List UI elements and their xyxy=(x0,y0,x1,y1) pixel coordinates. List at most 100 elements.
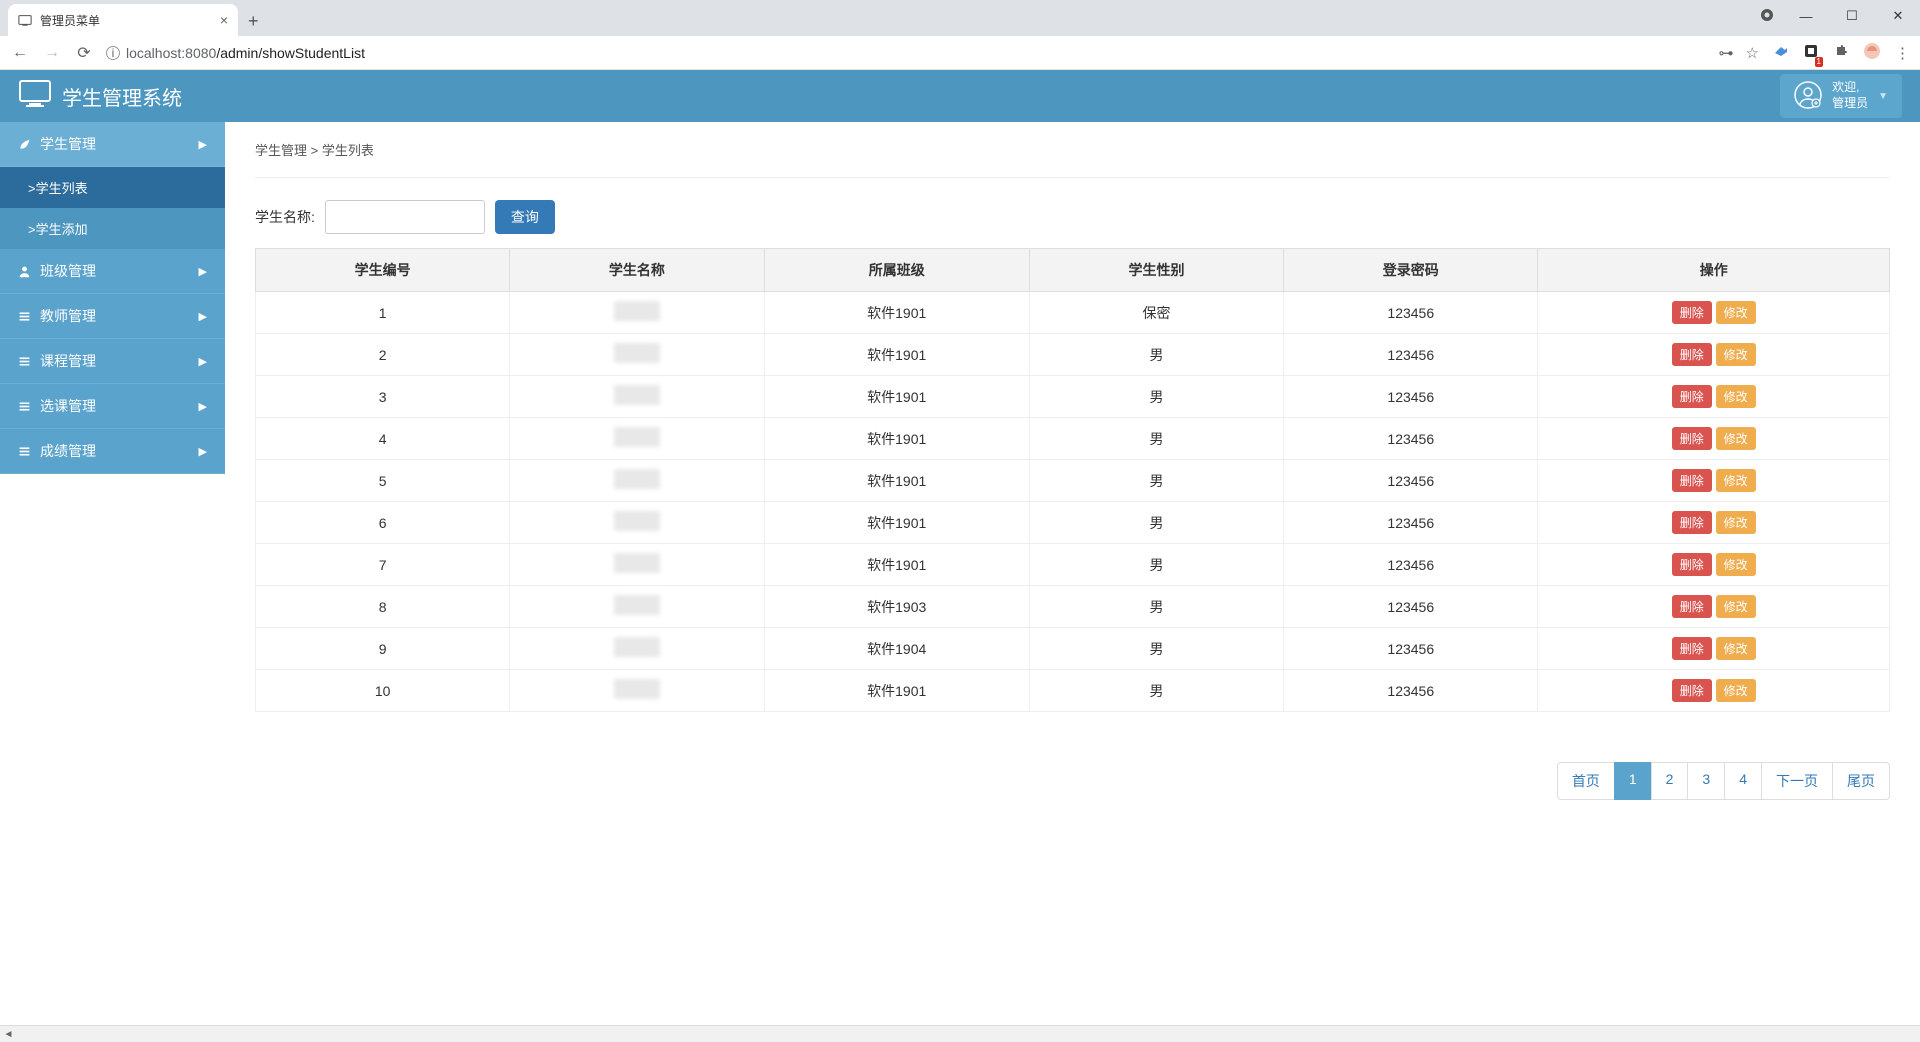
edit-button[interactable]: 修改 xyxy=(1716,343,1756,366)
address-bar[interactable]: i localhost:8080/admin/showStudentList xyxy=(106,45,1707,61)
search-button[interactable]: 查询 xyxy=(495,200,555,234)
tab-close-icon[interactable]: × xyxy=(220,12,228,28)
cell-id: 3 xyxy=(256,376,510,418)
cell-gender: 男 xyxy=(1029,670,1283,712)
chevron-right-icon: ▶ xyxy=(199,265,207,278)
cell-name xyxy=(510,628,764,670)
app-title: 学生管理系统 xyxy=(62,82,182,111)
saved-password-icon[interactable]: ⊶ xyxy=(1719,44,1732,62)
extension-bird-icon[interactable] xyxy=(1773,43,1789,63)
table-row: 5软件1901男123456删除 修改 xyxy=(256,460,1890,502)
page-next[interactable]: 下一页 xyxy=(1761,762,1833,800)
cell-gender: 保密 xyxy=(1029,292,1283,334)
edit-button[interactable]: 修改 xyxy=(1716,427,1756,450)
app-header: 学生管理系统 欢迎, 管理员 ▼ xyxy=(0,70,1920,122)
delete-button[interactable]: 删除 xyxy=(1672,679,1712,702)
user-menu-caret-icon: ▼ xyxy=(1878,91,1888,102)
extension-notif-icon[interactable]: 1 xyxy=(1803,43,1819,63)
table-row: 4软件1901男123456删除 修改 xyxy=(256,418,1890,460)
user-menu[interactable]: 欢迎, 管理员 ▼ xyxy=(1780,74,1902,117)
edit-button[interactable]: 修改 xyxy=(1716,553,1756,576)
site-info-icon[interactable]: i xyxy=(106,46,120,60)
cell-actions: 删除 修改 xyxy=(1538,628,1890,670)
bookmark-star-icon[interactable]: ☆ xyxy=(1746,44,1759,62)
delete-button[interactable]: 删除 xyxy=(1672,343,1712,366)
edit-button[interactable]: 修改 xyxy=(1716,385,1756,408)
sidebar-item[interactable]: 教师管理▶ xyxy=(0,294,225,339)
delete-button[interactable]: 删除 xyxy=(1672,637,1712,660)
page-last[interactable]: 尾页 xyxy=(1832,762,1890,800)
cell-gender: 男 xyxy=(1029,544,1283,586)
extensions-puzzle-icon[interactable] xyxy=(1833,43,1849,63)
edit-button[interactable]: 修改 xyxy=(1716,637,1756,660)
cell-password: 123456 xyxy=(1284,376,1538,418)
edit-button[interactable]: 修改 xyxy=(1716,595,1756,618)
edit-button[interactable]: 修改 xyxy=(1716,301,1756,324)
cell-gender: 男 xyxy=(1029,418,1283,460)
sidebar: 学生管理▶>学生列表>学生添加班级管理▶教师管理▶课程管理▶选课管理▶成绩管理▶ xyxy=(0,122,225,814)
nav-reload-button[interactable]: ⟳ xyxy=(74,43,94,63)
window-maximize-button[interactable]: ☐ xyxy=(1830,8,1874,24)
page-number[interactable]: 3 xyxy=(1687,762,1725,800)
delete-button[interactable]: 删除 xyxy=(1672,511,1712,534)
sidebar-sub-item[interactable]: >学生列表 xyxy=(0,167,225,208)
student-table: 学生编号学生名称所属班级学生性别登录密码操作 1软件1901保密123456删除… xyxy=(255,248,1890,712)
profile-avatar-icon[interactable] xyxy=(1863,42,1881,64)
nav-back-button[interactable]: ← xyxy=(10,44,30,62)
delete-button[interactable]: 删除 xyxy=(1672,595,1712,618)
delete-button[interactable]: 删除 xyxy=(1672,385,1712,408)
cell-id: 6 xyxy=(256,502,510,544)
table-row: 1软件1901保密123456删除 修改 xyxy=(256,292,1890,334)
delete-button[interactable]: 删除 xyxy=(1672,553,1712,576)
cell-class: 软件1904 xyxy=(764,628,1029,670)
table-header-cell: 学生编号 xyxy=(256,249,510,292)
nav-label: 课程管理 xyxy=(40,351,96,371)
page-number[interactable]: 2 xyxy=(1651,762,1689,800)
cell-gender: 男 xyxy=(1029,502,1283,544)
pagination: 首页1234下一页尾页 xyxy=(255,762,1890,800)
new-tab-button[interactable]: + xyxy=(248,11,259,36)
sidebar-item[interactable]: 成绩管理▶ xyxy=(0,429,225,474)
cell-id: 7 xyxy=(256,544,510,586)
welcome-text: 欢迎, xyxy=(1832,80,1868,96)
page-number[interactable]: 4 xyxy=(1724,762,1762,800)
url-host: localhost:8080 xyxy=(126,45,216,61)
nav-forward-button[interactable]: → xyxy=(42,44,62,62)
breadcrumb-parent[interactable]: 学生管理 xyxy=(255,143,307,158)
table-row: 2软件1901男123456删除 修改 xyxy=(256,334,1890,376)
cell-class: 软件1901 xyxy=(764,334,1029,376)
scroll-left-icon[interactable]: ◄ xyxy=(0,1029,17,1040)
window-close-button[interactable]: ✕ xyxy=(1876,8,1920,24)
sidebar-item[interactable]: 选课管理▶ xyxy=(0,384,225,429)
horizontal-scrollbar[interactable]: ◄ xyxy=(0,1025,1920,1042)
edit-button[interactable]: 修改 xyxy=(1716,469,1756,492)
sidebar-item[interactable]: 课程管理▶ xyxy=(0,339,225,384)
cell-gender: 男 xyxy=(1029,586,1283,628)
edit-button[interactable]: 修改 xyxy=(1716,511,1756,534)
window-minimize-button[interactable]: — xyxy=(1784,9,1828,24)
sidebar-sub-item[interactable]: >学生添加 xyxy=(0,208,225,249)
breadcrumb-current: 学生列表 xyxy=(322,143,374,158)
nav-label: 学生管理 xyxy=(40,134,96,154)
sidebar-item[interactable]: 班级管理▶ xyxy=(0,249,225,294)
page-first[interactable]: 首页 xyxy=(1557,762,1615,800)
edit-button[interactable]: 修改 xyxy=(1716,679,1756,702)
cell-gender: 男 xyxy=(1029,628,1283,670)
page-number[interactable]: 1 xyxy=(1614,762,1652,800)
cell-name xyxy=(510,502,764,544)
cell-gender: 男 xyxy=(1029,376,1283,418)
cell-password: 123456 xyxy=(1284,334,1538,376)
delete-button[interactable]: 删除 xyxy=(1672,469,1712,492)
cell-actions: 删除 修改 xyxy=(1538,502,1890,544)
nav-label: 选课管理 xyxy=(40,396,96,416)
browser-menu-icon[interactable]: ⋮ xyxy=(1895,44,1910,62)
cell-name xyxy=(510,418,764,460)
delete-button[interactable]: 删除 xyxy=(1672,427,1712,450)
sidebar-item[interactable]: 学生管理▶ xyxy=(0,122,225,167)
breadcrumb: 学生管理 > 学生列表 xyxy=(255,136,1890,178)
browser-tab[interactable]: 管理员菜单 × xyxy=(8,4,238,36)
student-name-input[interactable] xyxy=(325,200,485,234)
cell-gender: 男 xyxy=(1029,334,1283,376)
delete-button[interactable]: 删除 xyxy=(1672,301,1712,324)
cell-password: 123456 xyxy=(1284,292,1538,334)
